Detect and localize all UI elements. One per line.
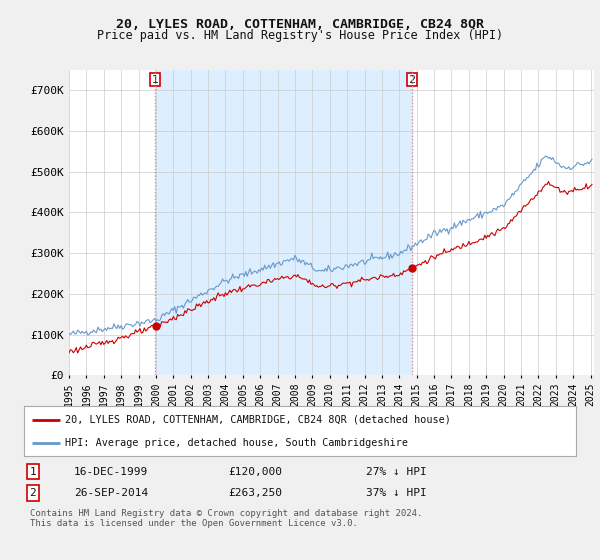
Text: HPI: Average price, detached house, South Cambridgeshire: HPI: Average price, detached house, Sout… — [65, 438, 409, 448]
Text: Contains HM Land Registry data © Crown copyright and database right 2024.
This d: Contains HM Land Registry data © Crown c… — [29, 509, 422, 529]
Text: 1: 1 — [152, 74, 159, 85]
Text: 16-DEC-1999: 16-DEC-1999 — [74, 466, 148, 477]
Text: £263,250: £263,250 — [228, 488, 282, 498]
Text: 20, LYLES ROAD, COTTENHAM, CAMBRIDGE, CB24 8QR (detached house): 20, LYLES ROAD, COTTENHAM, CAMBRIDGE, CB… — [65, 414, 451, 424]
Text: 27% ↓ HPI: 27% ↓ HPI — [366, 466, 427, 477]
Text: 1: 1 — [29, 466, 36, 477]
Text: 2: 2 — [409, 74, 416, 85]
Text: 2: 2 — [29, 488, 36, 498]
Text: 37% ↓ HPI: 37% ↓ HPI — [366, 488, 427, 498]
Text: Price paid vs. HM Land Registry's House Price Index (HPI): Price paid vs. HM Land Registry's House … — [97, 29, 503, 42]
Text: £120,000: £120,000 — [228, 466, 282, 477]
Text: 26-SEP-2014: 26-SEP-2014 — [74, 488, 148, 498]
Text: 20, LYLES ROAD, COTTENHAM, CAMBRIDGE, CB24 8QR: 20, LYLES ROAD, COTTENHAM, CAMBRIDGE, CB… — [116, 18, 484, 31]
Bar — [155, 70, 412, 375]
